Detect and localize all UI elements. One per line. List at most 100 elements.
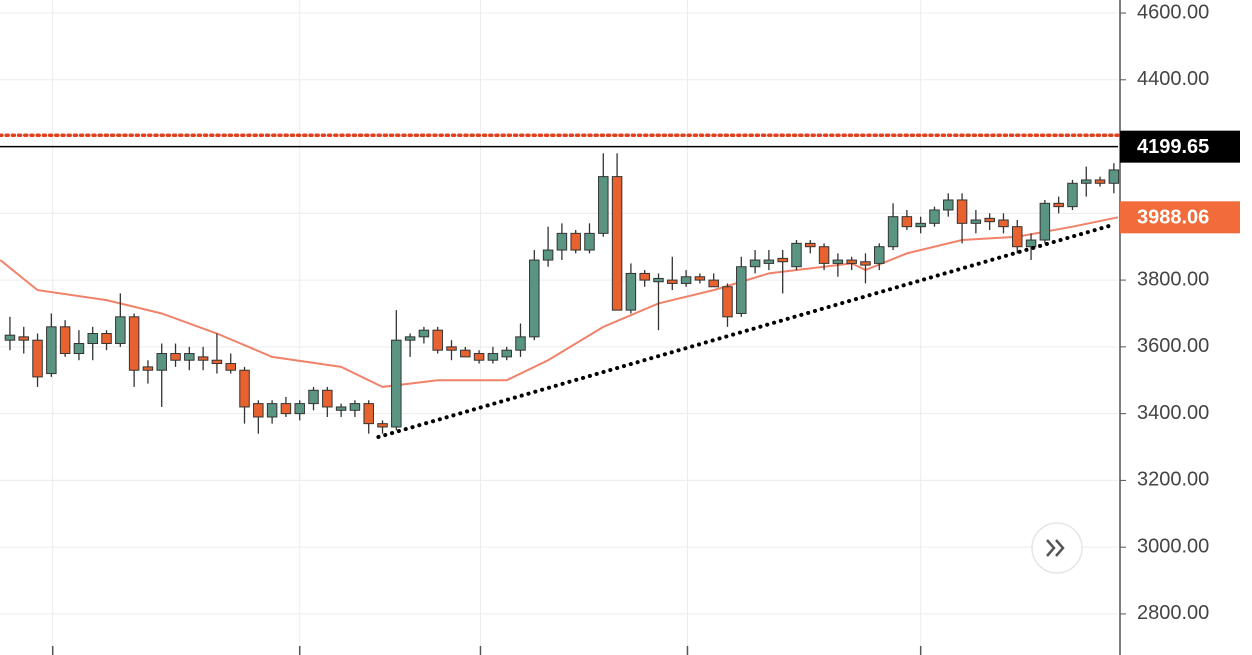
candle-body — [860, 261, 871, 266]
candle-body — [611, 176, 623, 311]
candle-body — [322, 389, 333, 408]
candle-body — [625, 272, 637, 311]
candle-body — [722, 286, 733, 318]
candle-body — [763, 259, 775, 264]
y-tick-label: 4600.00 — [1137, 1, 1209, 23]
candle-body — [487, 353, 499, 361]
candle-body — [404, 336, 416, 341]
candle-body — [708, 279, 719, 288]
candle-body — [1081, 179, 1092, 184]
candle-body — [818, 246, 830, 264]
candle-body — [308, 389, 319, 405]
candle-body — [363, 403, 374, 425]
candle-body — [446, 346, 457, 351]
candle-body — [846, 259, 857, 264]
y-tick-label: 4400.00 — [1137, 68, 1209, 90]
last-price-label: 3988.06 — [1137, 207, 1209, 229]
candle-body — [473, 353, 485, 361]
candle-body — [142, 366, 154, 371]
price-axis-background — [1120, 0, 1252, 655]
candle-body — [736, 266, 747, 314]
candle-body — [87, 333, 98, 345]
candle-body — [749, 259, 761, 268]
candle-body — [1108, 169, 1120, 184]
candle-body — [239, 369, 250, 408]
candle-body — [777, 257, 788, 263]
candle-body — [1039, 202, 1051, 241]
candle-body — [418, 329, 430, 338]
candle-body — [115, 316, 126, 345]
candle-body — [639, 272, 650, 281]
candle-body — [984, 217, 995, 223]
candle-body — [915, 222, 926, 228]
candle-body — [515, 336, 526, 351]
candle-body — [18, 336, 29, 341]
candle-body — [542, 249, 554, 261]
y-tick-label: 3000.00 — [1137, 535, 1209, 557]
candle-body — [943, 199, 954, 211]
candle-body — [874, 246, 885, 264]
candle-body — [529, 259, 540, 338]
high-level-label: 4199.65 — [1137, 136, 1209, 158]
high-level-label-box — [1120, 130, 1240, 163]
candle-body — [667, 279, 678, 284]
candle-body — [294, 403, 305, 415]
candle-body — [349, 403, 361, 411]
scroll-right-button[interactable] — [1031, 522, 1083, 574]
candle-body — [335, 406, 347, 411]
candle-body — [653, 277, 664, 283]
candle-body — [1053, 202, 1064, 208]
candle-body — [101, 333, 112, 345]
candle-body — [998, 219, 1009, 228]
candle-body — [32, 339, 43, 378]
candle-body — [956, 199, 968, 224]
trendline — [376, 223, 1115, 440]
candle-body — [59, 326, 71, 355]
candle-body — [170, 353, 181, 361]
candle-body — [694, 276, 706, 281]
candle-body — [184, 353, 195, 361]
candle-body — [225, 363, 236, 371]
candle-body — [680, 276, 692, 284]
candle-body — [73, 343, 85, 355]
y-tick-label: 3800.00 — [1137, 268, 1209, 290]
candle-body — [391, 339, 402, 428]
candle-body — [501, 349, 512, 358]
last-price-label-box — [1120, 201, 1240, 234]
candle-body — [280, 403, 292, 415]
candle-body — [128, 316, 140, 371]
candle-body — [266, 403, 278, 418]
candle-body — [556, 232, 568, 251]
candle-body — [791, 242, 802, 268]
candle-body — [460, 349, 471, 358]
scroll-button-icon — [1046, 539, 1065, 557]
candle-body — [4, 334, 16, 341]
candle-body — [570, 232, 581, 251]
candle-body — [253, 403, 264, 418]
candle-body — [887, 216, 899, 248]
candle-body — [1067, 182, 1078, 208]
y-tick-label: 3200.00 — [1137, 469, 1209, 491]
candle-body — [1025, 239, 1037, 248]
scroll-button-circle — [1031, 522, 1083, 574]
candle-body — [156, 353, 167, 371]
y-tick-label: 3600.00 — [1137, 335, 1209, 357]
candle-body — [929, 209, 940, 224]
candle-body — [46, 326, 57, 375]
candle-body — [1094, 179, 1106, 184]
candle-body — [197, 356, 209, 361]
moving-average — [0, 216, 1119, 388]
y-tick-label: 3400.00 — [1137, 402, 1209, 424]
candle-body — [805, 242, 816, 248]
candle-body — [584, 232, 595, 251]
candle-body — [1012, 226, 1023, 248]
candle-body — [901, 216, 913, 228]
candle-body — [377, 423, 388, 428]
candle-body — [598, 176, 609, 234]
candle-body — [432, 329, 443, 351]
y-tick-label: 2800.00 — [1137, 602, 1209, 624]
candle-body — [211, 359, 223, 365]
candle-body — [970, 219, 982, 224]
